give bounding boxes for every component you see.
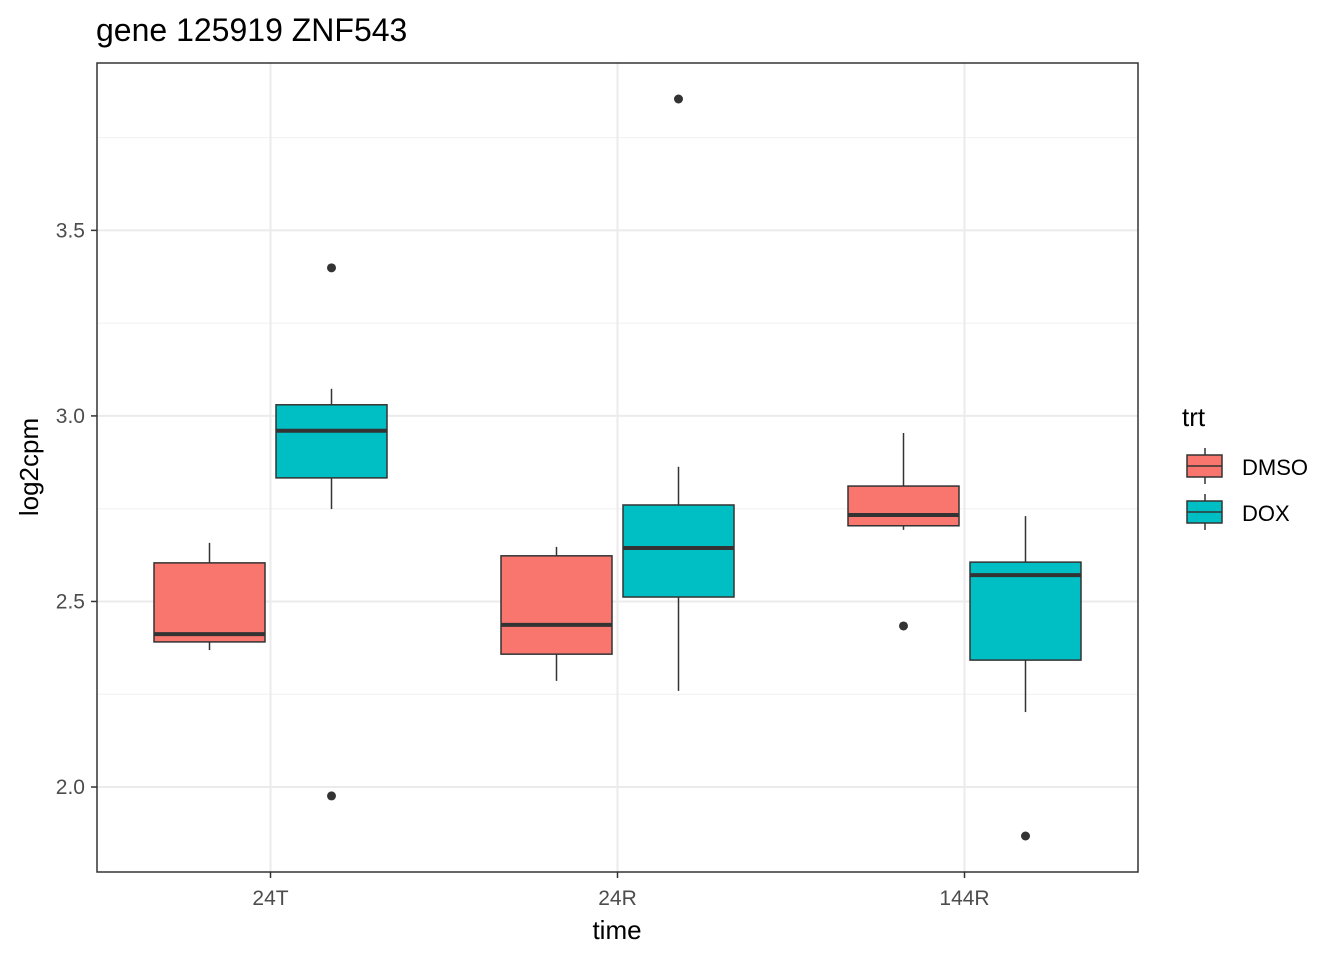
legend-item-dmso: DMSO <box>1186 448 1308 484</box>
y-tick-label: 3.0 <box>56 405 85 428</box>
y-axis-label: log2cpm <box>14 418 44 516</box>
grid <box>97 63 1138 872</box>
box-iqr <box>622 504 735 598</box>
box-iqr <box>275 404 388 479</box>
box-dmso-24t <box>153 542 266 651</box>
outlier-point <box>674 94 683 104</box>
axes: 2.0 2.5 3.0 3.5 24T 24R 144R <box>56 219 990 910</box>
legend: trt DMSO DOX <box>1182 402 1308 530</box>
legend-label: DOX <box>1242 501 1290 526</box>
y-tick-label: 2.5 <box>56 590 85 613</box>
outlier-point <box>327 263 336 273</box>
box-dox-24t <box>275 263 388 801</box>
box-iqr <box>969 561 1082 661</box>
legend-title: trt <box>1182 402 1206 432</box>
box-dox-144r <box>969 516 1082 841</box>
box-iqr <box>500 555 613 655</box>
x-tick-label: 24T <box>252 887 288 910</box>
outlier-point <box>1021 831 1030 841</box>
outlier-point <box>327 791 336 801</box>
x-tick-label: 144R <box>939 887 989 910</box>
box-iqr <box>153 562 266 643</box>
y-tick-label: 2.0 <box>56 776 85 799</box>
x-axis-label: time <box>592 915 641 945</box>
outlier-point <box>899 621 908 631</box>
box-dox-24r <box>622 94 735 691</box>
x-tick-label: 24R <box>598 887 637 910</box>
box-dmso-144r <box>847 432 960 631</box>
legend-label: DMSO <box>1242 455 1308 480</box>
legend-item-dox: DOX <box>1186 494 1290 530</box>
box-dmso-24r <box>500 546 613 681</box>
chart-title: gene 125919 ZNF543 <box>96 12 407 48</box>
marks <box>153 94 1082 841</box>
y-tick-label: 3.5 <box>56 219 85 242</box>
box-iqr <box>847 485 960 527</box>
